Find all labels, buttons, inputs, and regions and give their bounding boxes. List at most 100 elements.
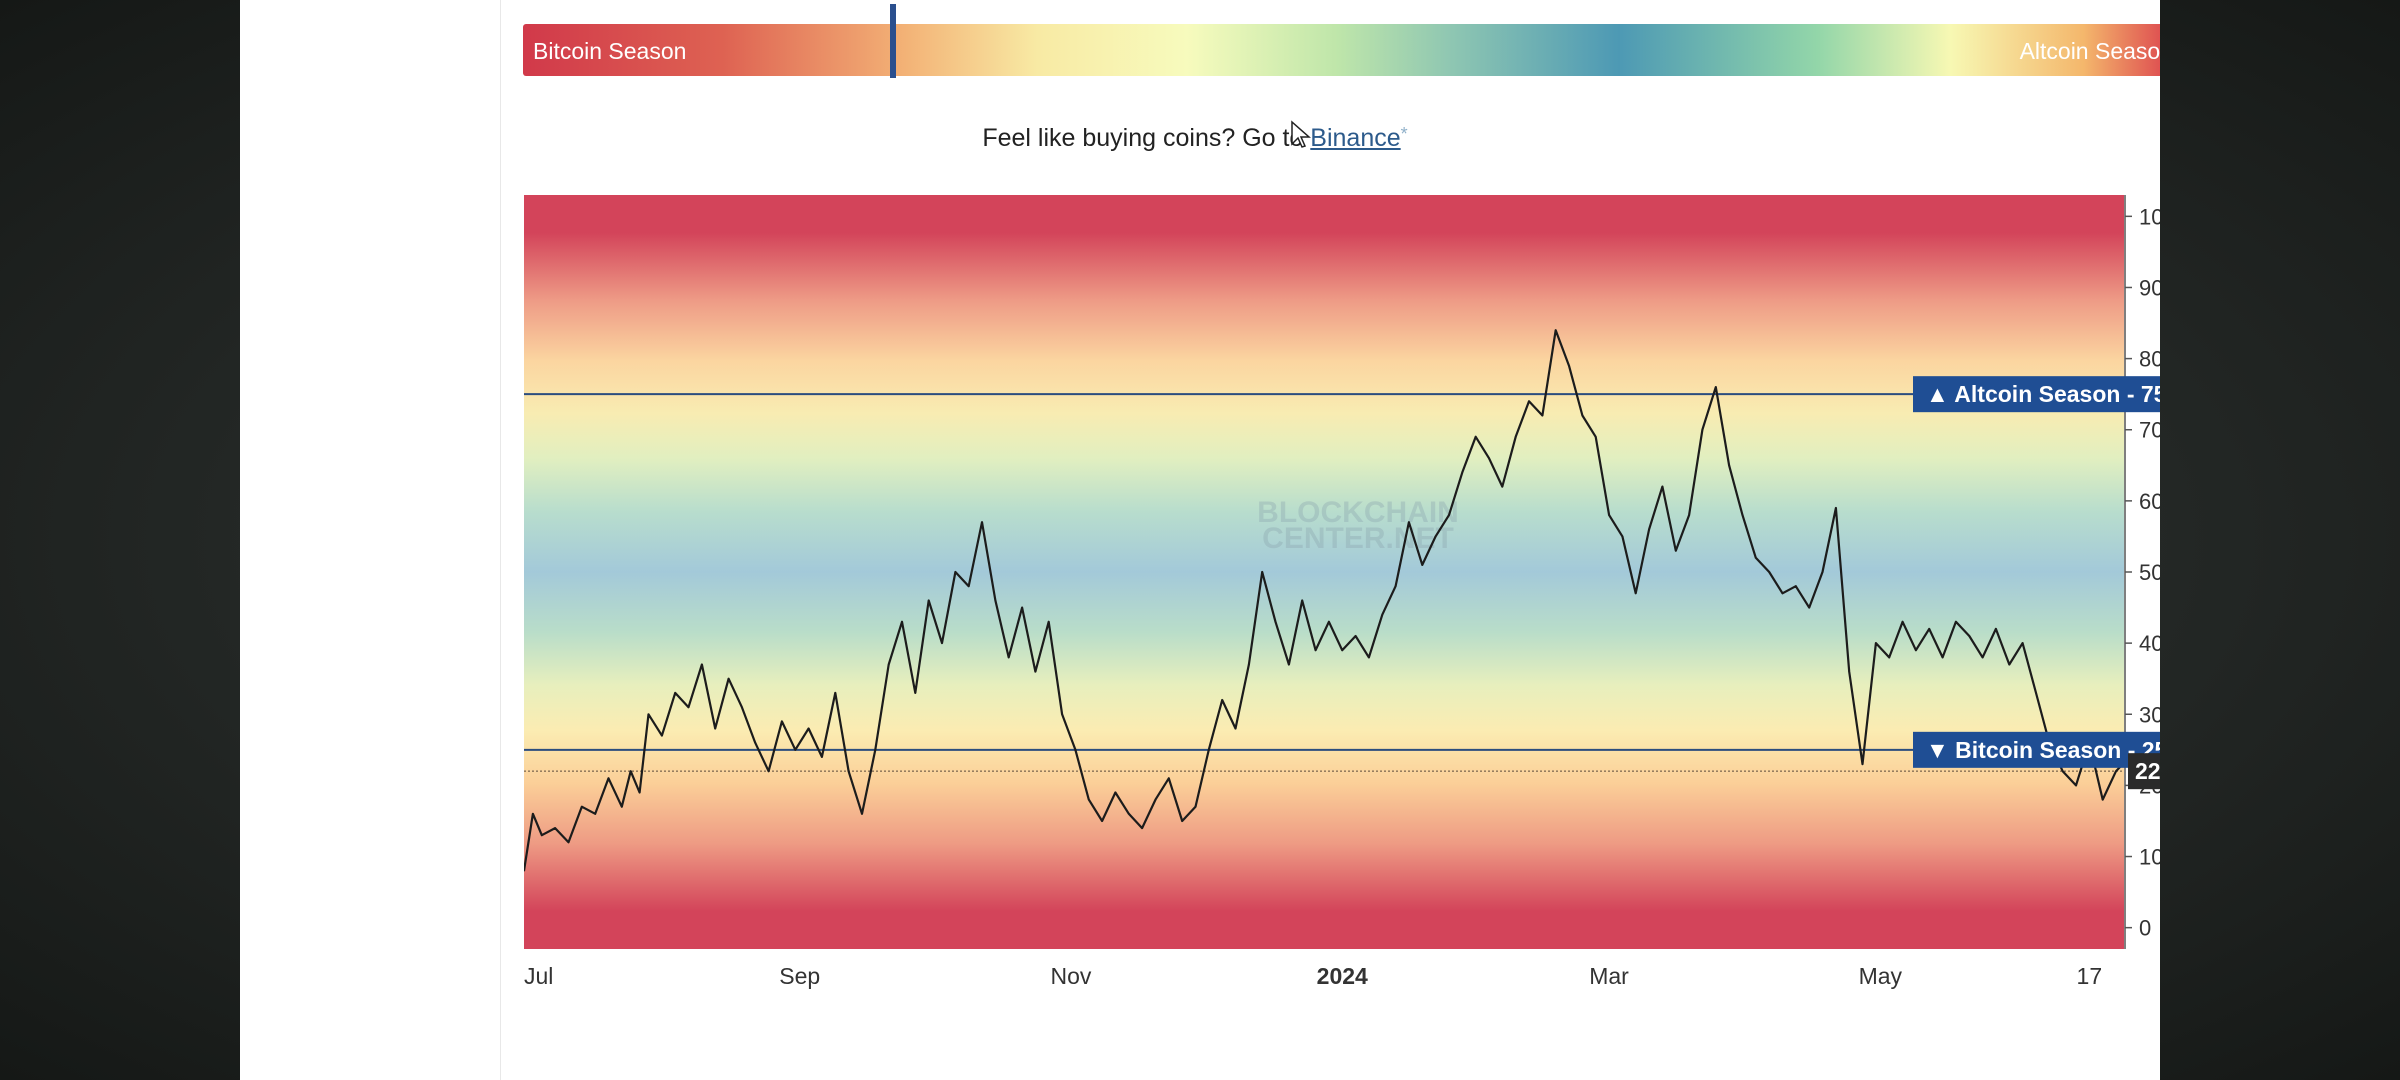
binance-link[interactable]: Binance bbox=[1310, 124, 1401, 152]
reference-label-box bbox=[1913, 376, 2160, 413]
data-point bbox=[847, 770, 850, 772]
data-point bbox=[1088, 798, 1090, 801]
data-point bbox=[994, 599, 997, 602]
data-point bbox=[1274, 621, 1277, 623]
data-point bbox=[1074, 749, 1077, 751]
data-point bbox=[1461, 471, 1464, 474]
data-point bbox=[1528, 400, 1530, 403]
data-point bbox=[607, 777, 610, 780]
data-point bbox=[1581, 414, 1584, 417]
season-gauge-bar: Bitcoin Season Altcoin Season bbox=[523, 4, 2160, 78]
data-point bbox=[1594, 436, 1597, 438]
data-point bbox=[581, 805, 583, 808]
data-point bbox=[554, 827, 556, 829]
data-point bbox=[821, 756, 823, 758]
data-point bbox=[1141, 827, 1143, 829]
data-point bbox=[687, 706, 690, 708]
y-tick-label: 80 bbox=[2139, 347, 2160, 372]
watermark: BLOCKCHAIN CENTER.NET bbox=[1257, 496, 1459, 555]
data-point bbox=[541, 834, 543, 836]
data-point bbox=[1488, 457, 1490, 460]
data-point bbox=[1781, 592, 1784, 595]
data-point bbox=[1434, 535, 1437, 538]
reference-label-box bbox=[1913, 731, 2160, 768]
data-point bbox=[1621, 535, 1624, 538]
data-point bbox=[1875, 642, 1877, 644]
data-point bbox=[1208, 749, 1210, 751]
x-tick-label: Sep bbox=[779, 963, 820, 989]
data-point bbox=[941, 642, 943, 644]
y-tick-label: 50 bbox=[2139, 560, 2160, 585]
data-point bbox=[927, 599, 930, 602]
reference-label: ▼ Bitcoin Season - 25 bbox=[1926, 737, 2160, 763]
current-value-label: 22 bbox=[2135, 758, 2160, 784]
data-point bbox=[1234, 727, 1237, 730]
data-point bbox=[834, 692, 837, 694]
data-point bbox=[1701, 428, 1704, 431]
data-point bbox=[2101, 798, 2104, 801]
data-point bbox=[2035, 692, 2037, 694]
data-point bbox=[861, 813, 863, 815]
data-point bbox=[981, 521, 983, 523]
y-tick-label: 10 bbox=[2139, 845, 2160, 870]
data-point bbox=[1474, 436, 1477, 438]
data-point bbox=[1915, 649, 1917, 651]
data-point bbox=[1368, 656, 1370, 659]
data-point bbox=[1194, 805, 1197, 808]
y-tick-label: 70 bbox=[2139, 418, 2160, 443]
data-point bbox=[2021, 642, 2024, 644]
data-point bbox=[661, 734, 663, 737]
data-point bbox=[1061, 713, 1063, 716]
data-point bbox=[2061, 770, 2064, 772]
y-tick-label: 40 bbox=[2139, 631, 2160, 656]
data-point bbox=[594, 813, 596, 815]
watermark-line-2: CENTER.NET bbox=[1262, 522, 1454, 555]
data-point bbox=[754, 741, 756, 744]
data-point bbox=[524, 870, 525, 872]
data-point bbox=[1354, 635, 1357, 637]
data-point bbox=[1808, 606, 1810, 609]
data-point bbox=[629, 770, 632, 772]
data-point bbox=[1114, 791, 1117, 794]
data-point bbox=[532, 813, 534, 815]
data-point bbox=[1541, 414, 1544, 417]
data-point bbox=[2075, 784, 2077, 787]
data-point bbox=[1288, 663, 1290, 666]
data-point bbox=[727, 677, 730, 680]
data-point bbox=[1795, 585, 1797, 587]
data-point bbox=[1341, 649, 1343, 651]
data-point bbox=[1955, 621, 1957, 623]
watermark-line-1: BLOCKCHAIN bbox=[1257, 496, 1459, 529]
data-point bbox=[1381, 613, 1384, 616]
bitcoin-season-label: Bitcoin Season bbox=[533, 38, 687, 64]
y-tick-label: 60 bbox=[2139, 489, 2160, 514]
altcoin-season-label: Altcoin Season bbox=[2019, 38, 2160, 64]
data-point bbox=[741, 706, 743, 708]
data-point bbox=[874, 749, 877, 751]
mouse-cursor-icon bbox=[1291, 120, 1311, 148]
data-point bbox=[1675, 549, 1677, 552]
data-point bbox=[701, 663, 703, 666]
data-point bbox=[1421, 564, 1424, 566]
data-point bbox=[1648, 528, 1650, 531]
data-point bbox=[1007, 656, 1010, 659]
data-point bbox=[1154, 798, 1157, 801]
data-point bbox=[807, 727, 810, 730]
data-point bbox=[1835, 507, 1837, 509]
data-point bbox=[638, 791, 641, 794]
data-point bbox=[1101, 820, 1103, 822]
x-tick-label: May bbox=[1859, 963, 1903, 989]
data-point bbox=[1168, 777, 1170, 780]
data-point bbox=[781, 720, 783, 723]
data-point bbox=[967, 585, 970, 587]
data-point bbox=[1408, 521, 1410, 523]
data-point bbox=[1888, 656, 1890, 659]
data-point bbox=[1248, 663, 1250, 666]
page-content: Bitcoin Season Altcoin Season Feel like … bbox=[240, 0, 2160, 1080]
season-gauge-marker bbox=[890, 4, 896, 78]
y-tick-label: 0 bbox=[2139, 916, 2151, 941]
data-point bbox=[1181, 820, 1183, 822]
x-tick-label: Jul bbox=[524, 963, 553, 989]
data-point bbox=[767, 770, 770, 772]
data-point bbox=[1448, 514, 1450, 516]
